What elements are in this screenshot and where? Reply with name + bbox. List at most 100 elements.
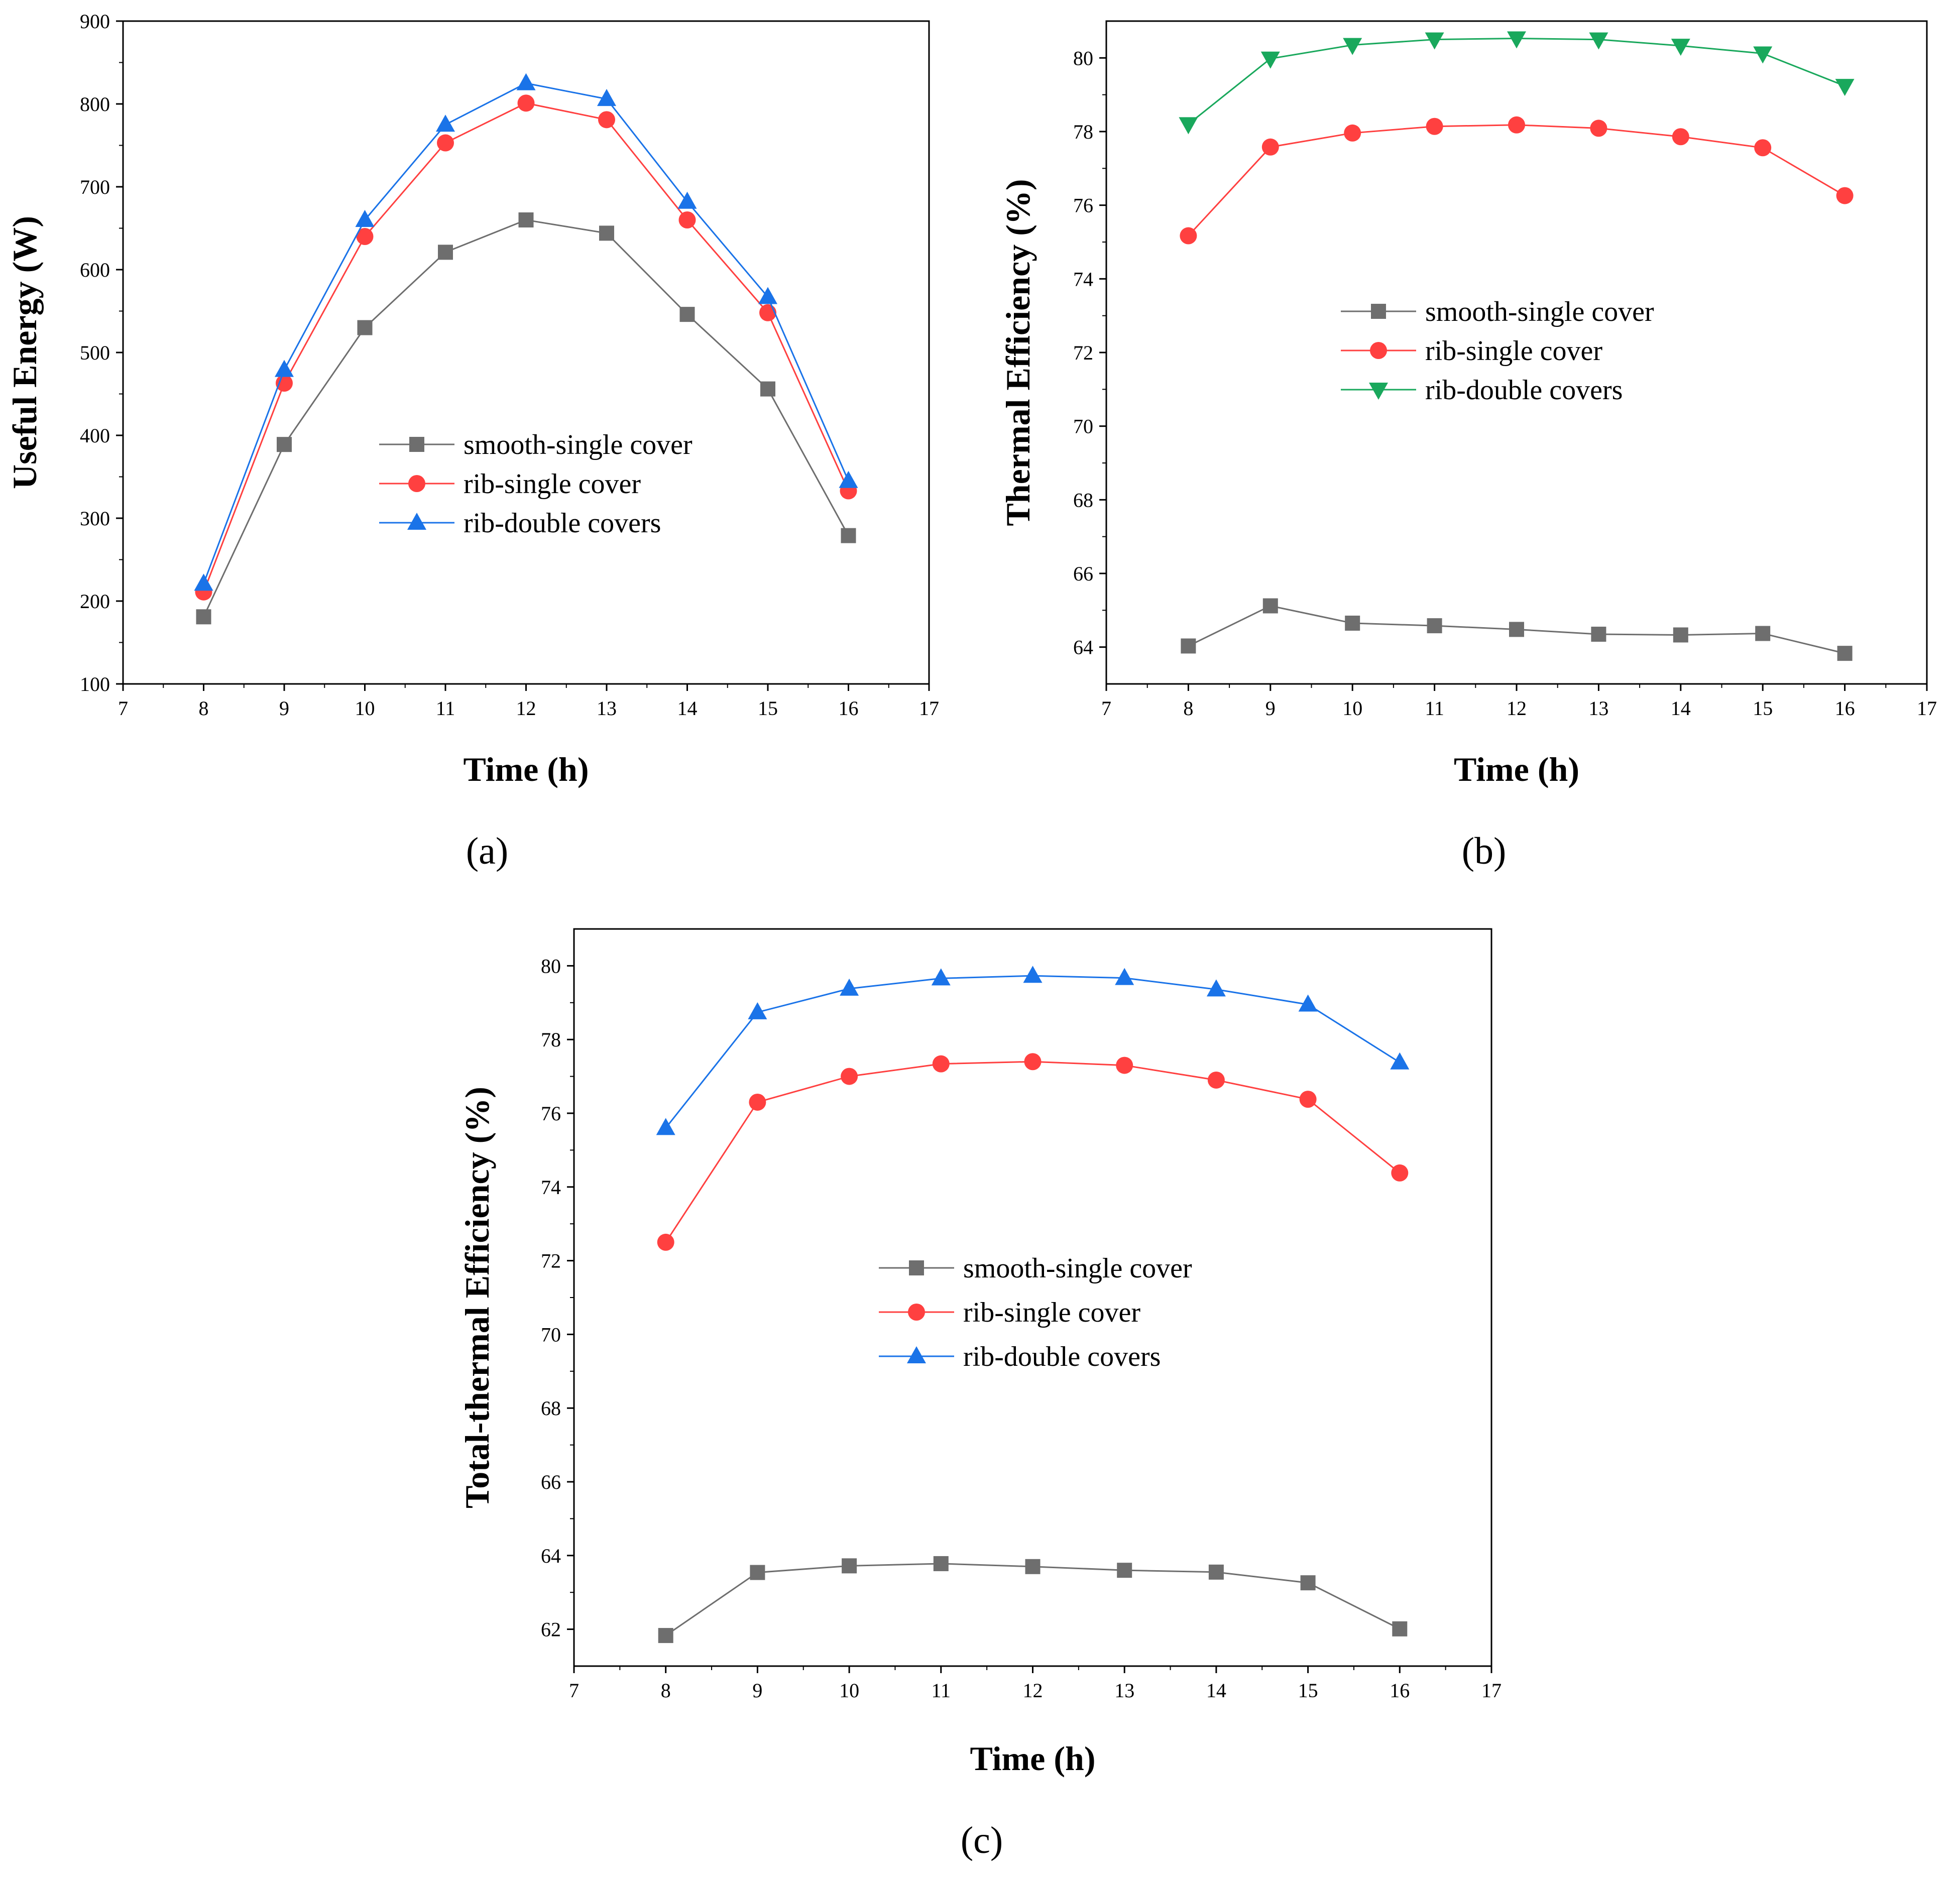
y-tick-label: 66: [1073, 562, 1093, 585]
data-point: [842, 1558, 857, 1574]
x-tick-label: 11: [1425, 697, 1444, 720]
data-point: [516, 73, 536, 90]
data-point: [840, 978, 859, 996]
x-tick-label: 16: [1835, 697, 1855, 720]
series-3: [656, 966, 1410, 1135]
legend-marker: [1371, 304, 1386, 319]
data-point: [1261, 138, 1279, 156]
data-point: [1260, 51, 1280, 69]
data-point: [1117, 1563, 1132, 1578]
legend-item: rib-double covers: [1341, 375, 1623, 406]
x-tick-label: 7: [1101, 697, 1111, 720]
data-point: [598, 111, 615, 129]
data-point: [1180, 227, 1197, 245]
x-tick-label: 13: [1588, 697, 1608, 720]
data-point: [1837, 646, 1853, 661]
legend-marker: [907, 1346, 926, 1363]
series-1: [1181, 598, 1853, 661]
legend-label: rib-double covers: [963, 1341, 1161, 1372]
y-axis-title: Thermal Efficiency (%): [999, 179, 1037, 526]
legend-item: smooth-single cover: [379, 429, 693, 460]
data-point: [1299, 1091, 1317, 1108]
data-point: [759, 304, 776, 321]
data-point: [1181, 638, 1196, 654]
legend-item: rib-single cover: [379, 468, 641, 500]
data-point: [357, 320, 373, 335]
y-tick-label: 500: [80, 341, 110, 364]
y-tick-label: 76: [541, 1102, 561, 1125]
x-tick-label: 7: [118, 697, 128, 720]
x-tick-label: 11: [932, 1679, 951, 1702]
data-point: [1024, 1053, 1042, 1071]
data-point: [1507, 31, 1526, 49]
data-point: [1208, 1564, 1224, 1580]
data-point: [750, 1565, 765, 1580]
x-tick-label: 12: [516, 697, 536, 720]
data-point: [749, 1093, 766, 1111]
data-point: [438, 245, 453, 260]
data-point: [658, 1628, 673, 1644]
y-tick-label: 74: [1073, 268, 1093, 290]
y-tick-label: 700: [80, 176, 110, 198]
legend-label: rib-single cover: [464, 468, 641, 500]
data-point: [194, 573, 213, 591]
panel-caption: (c): [961, 1819, 1003, 1861]
y-tick-label: 76: [1073, 194, 1093, 217]
data-point: [1179, 117, 1198, 135]
x-tick-label: 15: [758, 697, 778, 720]
y-tick-label: 64: [541, 1545, 561, 1567]
x-tick-label: 14: [677, 697, 698, 720]
panel-caption: (b): [1462, 830, 1507, 872]
y-tick-label: 66: [541, 1471, 561, 1493]
x-tick-label: 9: [1265, 697, 1276, 720]
data-point: [1672, 128, 1689, 146]
data-point: [841, 528, 856, 543]
data-point: [518, 212, 534, 227]
data-point: [277, 437, 292, 452]
x-tick-label: 10: [1342, 697, 1362, 720]
legend-item: smooth-single cover: [879, 1253, 1192, 1284]
x-tick-label: 12: [1023, 1679, 1043, 1702]
x-tick-label: 17: [1481, 1679, 1502, 1702]
data-point: [1671, 39, 1690, 56]
y-tick-label: 64: [1073, 636, 1093, 659]
x-tick-label: 8: [661, 1679, 671, 1702]
data-point: [1755, 626, 1771, 641]
y-tick-label: 300: [80, 507, 110, 530]
data-point: [1344, 124, 1361, 142]
x-tick-label: 7: [569, 1679, 579, 1702]
y-tick-label: 600: [80, 259, 110, 281]
data-point: [1343, 38, 1362, 55]
data-point: [1298, 994, 1318, 1012]
legend: smooth-single cover rib-single cover rib-d…: [379, 429, 693, 539]
legend: smooth-single cover rib-single cover rib-d…: [879, 1253, 1192, 1372]
data-point: [677, 191, 697, 209]
data-point: [1836, 187, 1854, 204]
data-point: [1835, 79, 1855, 96]
legend-item: rib-double covers: [379, 508, 661, 539]
x-tick-label: 9: [752, 1679, 762, 1702]
legend-label: rib-single cover: [1425, 335, 1602, 367]
series-3: [1179, 31, 1855, 135]
y-tick-label: 72: [541, 1250, 561, 1272]
data-point: [1262, 598, 1278, 614]
y-tick-label: 400: [80, 424, 110, 447]
y-tick-label: 72: [1073, 341, 1093, 364]
legend-marker: [908, 1304, 925, 1321]
data-point: [1300, 1575, 1316, 1591]
data-point: [1509, 622, 1524, 637]
data-point: [196, 609, 211, 625]
x-axis-title: Time (h): [1454, 750, 1579, 788]
data-point: [1116, 1057, 1133, 1074]
x-tick-label: 14: [1206, 1679, 1226, 1702]
y-tick-label: 100: [80, 673, 110, 695]
legend-label: smooth-single cover: [464, 429, 693, 460]
legend-label: rib-double covers: [1425, 375, 1623, 406]
legend-item: rib-double covers: [879, 1341, 1161, 1372]
data-point: [1390, 1052, 1410, 1070]
legend-label: rib-double covers: [464, 508, 661, 539]
data-point: [748, 1002, 767, 1019]
chart-panel-a: 7 8 9 10 11 12 13 14 15 16 17 100 200 300 400 500 600 700…: [6, 10, 939, 872]
data-point: [656, 1118, 675, 1135]
